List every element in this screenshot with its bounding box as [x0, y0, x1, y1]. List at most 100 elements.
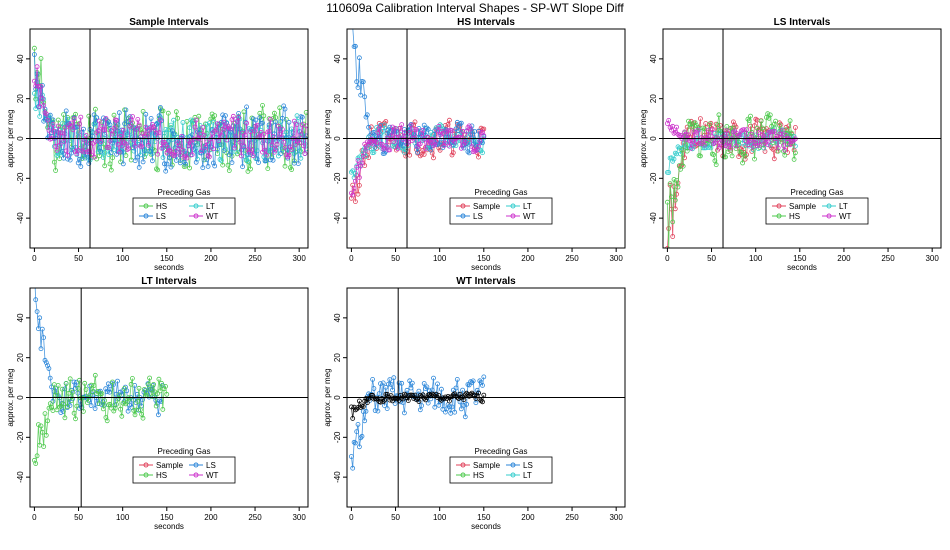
data-point [409, 380, 415, 386]
data-point [702, 142, 707, 148]
data-point [229, 160, 235, 166]
data-point [153, 403, 159, 409]
data-point [155, 120, 161, 126]
data-point [380, 380, 386, 386]
data-point [680, 134, 686, 140]
data-point [424, 125, 430, 131]
data-point [33, 461, 39, 466]
data-point [716, 145, 722, 151]
data-point [419, 151, 425, 157]
legend-title: Preceding Gas [475, 447, 528, 456]
data-point [431, 375, 436, 381]
x-tick-label: 0 [32, 254, 37, 263]
data-point [242, 132, 248, 138]
data-point [67, 403, 73, 409]
data-point [53, 168, 58, 173]
y-tick-label: -20 [16, 172, 25, 184]
data-point [375, 130, 381, 136]
data-point [480, 150, 485, 156]
data-point [468, 126, 474, 132]
data-point [782, 147, 788, 153]
data-point [65, 152, 70, 158]
data-point [669, 194, 674, 200]
x-tick-label: 250 [248, 254, 262, 263]
data-point [125, 408, 131, 414]
data-point [760, 132, 765, 137]
y-axis-label: approx. per meg [639, 109, 648, 167]
data-point [419, 403, 425, 409]
data-point [674, 124, 679, 130]
x-tick-label: 150 [160, 254, 174, 263]
data-point [98, 148, 104, 154]
data-point [155, 412, 161, 418]
data-point [32, 45, 37, 51]
data-point [771, 156, 777, 162]
data-point [54, 407, 60, 413]
y-tick-label: -40 [16, 212, 25, 224]
data-point [728, 125, 734, 131]
data-point [149, 394, 155, 400]
data-point [257, 134, 263, 140]
data-point [74, 403, 80, 409]
data-point [165, 145, 171, 151]
data-point [354, 429, 360, 435]
data-point [177, 152, 183, 158]
data-point [767, 112, 773, 118]
data-point [221, 148, 227, 154]
legend-entry: Sample [789, 202, 817, 211]
y-axis-label: approx. per meg [323, 368, 332, 426]
data-point [286, 119, 292, 125]
data-point [114, 138, 119, 144]
data-point [169, 151, 175, 157]
data-point [104, 418, 110, 424]
data-point [183, 161, 189, 167]
data-point [302, 151, 308, 157]
data-point [244, 120, 250, 126]
x-tick-label: 200 [521, 254, 535, 263]
data-point [387, 397, 393, 403]
data-point [392, 401, 398, 406]
data-point [274, 141, 280, 147]
data-point [232, 145, 238, 151]
data-point [289, 146, 295, 152]
data-point [155, 391, 160, 396]
data-point [225, 162, 231, 168]
panel-title: LS Intervals [774, 17, 831, 28]
data-point [163, 127, 169, 132]
data-point [77, 156, 82, 162]
data-point [773, 118, 778, 124]
data-point [396, 380, 402, 386]
data-point [187, 143, 193, 149]
y-tick-label: 20 [333, 94, 342, 103]
data-point [382, 397, 387, 403]
data-point [171, 131, 177, 137]
data-point [464, 401, 470, 407]
data-point [423, 146, 428, 152]
data-point [156, 376, 162, 382]
legend-entry: Sample [473, 202, 501, 211]
data-point [678, 166, 683, 172]
data-point [362, 418, 368, 424]
panel-title: WT Intervals [456, 276, 516, 287]
data-point [34, 64, 40, 70]
data-point [707, 121, 712, 127]
data-point [140, 159, 146, 165]
data-point [36, 422, 41, 428]
data-point [55, 117, 61, 123]
data-point [686, 132, 691, 138]
data-point [666, 170, 672, 175]
plot-area [348, 29, 487, 205]
figure-title: 110609a Calibration Interval Shapes - SP… [326, 1, 624, 15]
data-point [156, 113, 162, 119]
legend-entry: LS [206, 461, 216, 470]
data-point [432, 128, 438, 134]
legend-title: Preceding Gas [475, 188, 528, 197]
legend-swatch-marker [510, 203, 516, 209]
legend-box [132, 197, 236, 225]
data-point [753, 140, 759, 146]
data-point [388, 381, 394, 387]
x-tick-label: 250 [565, 513, 579, 522]
data-point [399, 380, 405, 386]
